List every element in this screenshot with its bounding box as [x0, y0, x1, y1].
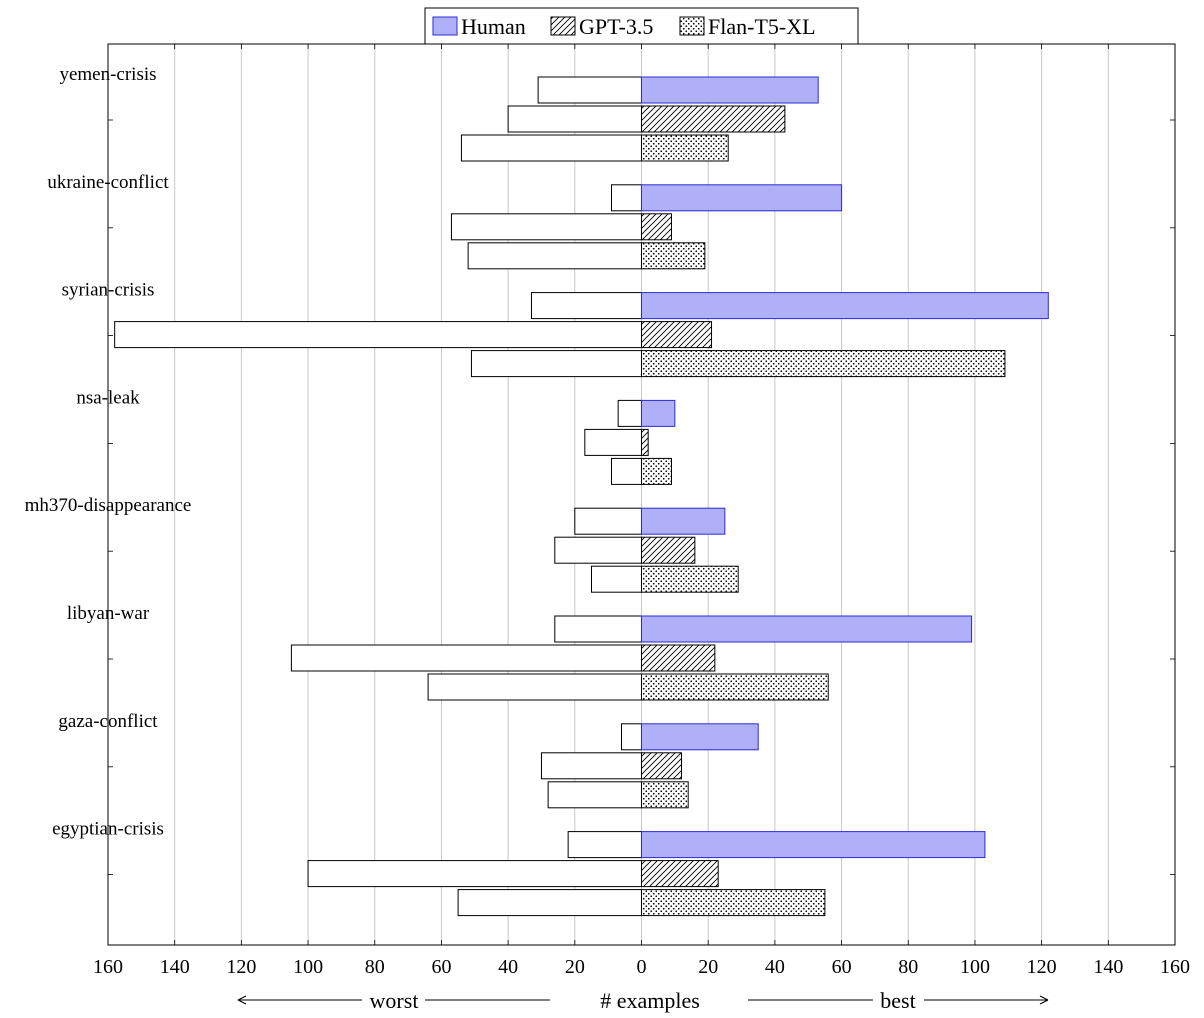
x-tick-label: 80: [365, 956, 385, 978]
bar-worst-flan-t5-xl: [610, 457, 642, 485]
bar-worst-gpt-3-5: [290, 644, 642, 672]
x-tick-label: 120: [1027, 956, 1057, 978]
bar-worst-flan-t5-xl: [547, 781, 643, 809]
x-tick-label: 80: [898, 956, 918, 978]
bar-best-human: [641, 292, 1049, 320]
bar-best-gpt-3-5: [641, 428, 649, 456]
bar-best-human: [641, 184, 843, 212]
legend-label: GPT-3.5: [579, 14, 653, 39]
bar-worst-human: [537, 76, 643, 104]
bar-best-flan-t5-xl: [641, 134, 729, 162]
category-label: nsa-leak: [76, 387, 140, 408]
category-label: yemen-crisis: [59, 64, 156, 85]
bar-worst-flan-t5-xl: [427, 673, 642, 701]
bar-best-flan-t5-xl: [641, 781, 689, 809]
x-tick-label: 100: [293, 956, 323, 978]
bar-best-gpt-3-5: [641, 644, 716, 672]
category-label: mh370-disappearance: [25, 495, 192, 516]
bar-worst-flan-t5-xl: [467, 242, 642, 270]
legend-label: Human: [461, 14, 526, 39]
bar-best-human: [641, 723, 759, 751]
bar-best-gpt-3-5: [641, 213, 673, 241]
bar-best-flan-t5-xl: [641, 565, 739, 593]
bar-worst-gpt-3-5: [584, 428, 642, 456]
legend-swatch: [432, 16, 458, 36]
bar-worst-flan-t5-xl: [460, 134, 642, 162]
best-arrowhead: [1039, 995, 1049, 1005]
bar-best-human: [641, 615, 973, 643]
bar-worst-gpt-3-5: [307, 860, 642, 888]
bar-worst-human: [574, 507, 642, 535]
x-tick-label: 140: [1093, 956, 1123, 978]
legend-label: Flan-T5-XL: [708, 14, 816, 39]
x-tick-label: 40: [498, 956, 518, 978]
bar-best-gpt-3-5: [641, 321, 713, 349]
bar-worst-human: [567, 831, 642, 859]
x-axis-label: # examples: [600, 988, 700, 1013]
bar-worst-human: [554, 615, 643, 643]
x-tick-label: 160: [1160, 956, 1190, 978]
category-label: libyan-war: [67, 603, 150, 624]
labels-layer: 160 140 120 100 80 60 40 20 0 20 40 60 80 100 120 140 16…: [25, 64, 1190, 978]
x-axis-label-group: worst # examples best: [237, 988, 1049, 1013]
bar-best-gpt-3-5: [641, 105, 786, 133]
category-label: gaza-conflict: [58, 711, 158, 732]
bar-best-human: [641, 76, 819, 104]
x-tick-label: 60: [431, 956, 451, 978]
bar-worst-flan-t5-xl: [457, 889, 642, 917]
bar-worst-flan-t5-xl: [590, 565, 642, 593]
x-tick-label: 100: [960, 956, 990, 978]
bar-worst-gpt-3-5: [540, 752, 642, 780]
bar-best-human: [641, 831, 986, 859]
category-label: ukraine-conflict: [47, 172, 169, 193]
x-tick-label: 60: [832, 956, 852, 978]
bars-layer: [114, 76, 1049, 917]
category-label: egyptian-crisis: [52, 819, 164, 840]
x-tick-label: 0: [637, 956, 647, 978]
bar-best-gpt-3-5: [641, 860, 719, 888]
bar-worst-flan-t5-xl: [470, 350, 642, 378]
bar-worst-human: [610, 184, 642, 212]
bar-best-human: [641, 507, 726, 535]
x-tick-label: 120: [226, 956, 256, 978]
legend-swatch: [550, 16, 576, 36]
legend-box: [424, 7, 859, 45]
bar-best-flan-t5-xl: [641, 242, 706, 270]
bar-worst-gpt-3-5: [114, 321, 642, 349]
best-label: best: [880, 988, 915, 1013]
grid-layer: [107, 44, 1176, 945]
x-tick-label: 160: [93, 956, 123, 978]
ticks-layer: [107, 44, 1176, 945]
x-tick-label: 20: [698, 956, 718, 978]
bar-worst-human: [617, 399, 642, 427]
legend-swatch: [679, 16, 705, 36]
bar-best-flan-t5-xl: [641, 673, 829, 701]
bar-best-flan-t5-xl: [641, 457, 673, 485]
bar-best-gpt-3-5: [641, 752, 683, 780]
bar-best-human: [641, 399, 676, 427]
bar-best-flan-t5-xl: [641, 350, 1006, 378]
bar-worst-gpt-3-5: [554, 536, 643, 564]
bar-worst-gpt-3-5: [507, 105, 642, 133]
bar-worst-gpt-3-5: [450, 213, 642, 241]
category-label: syrian-crisis: [62, 280, 155, 301]
x-tick-label: 40: [765, 956, 785, 978]
x-tick-label: 20: [565, 956, 585, 978]
worst-label: worst: [370, 988, 419, 1013]
bar-worst-human: [620, 723, 643, 751]
worst-arrowhead: [237, 995, 247, 1005]
x-tick-label: 140: [160, 956, 190, 978]
bar-best-flan-t5-xl: [641, 889, 826, 917]
bar-worst-human: [530, 292, 643, 320]
legend: Human GPT-3.5 Flan-T5-XL: [424, 7, 859, 45]
bar-best-gpt-3-5: [641, 536, 696, 564]
